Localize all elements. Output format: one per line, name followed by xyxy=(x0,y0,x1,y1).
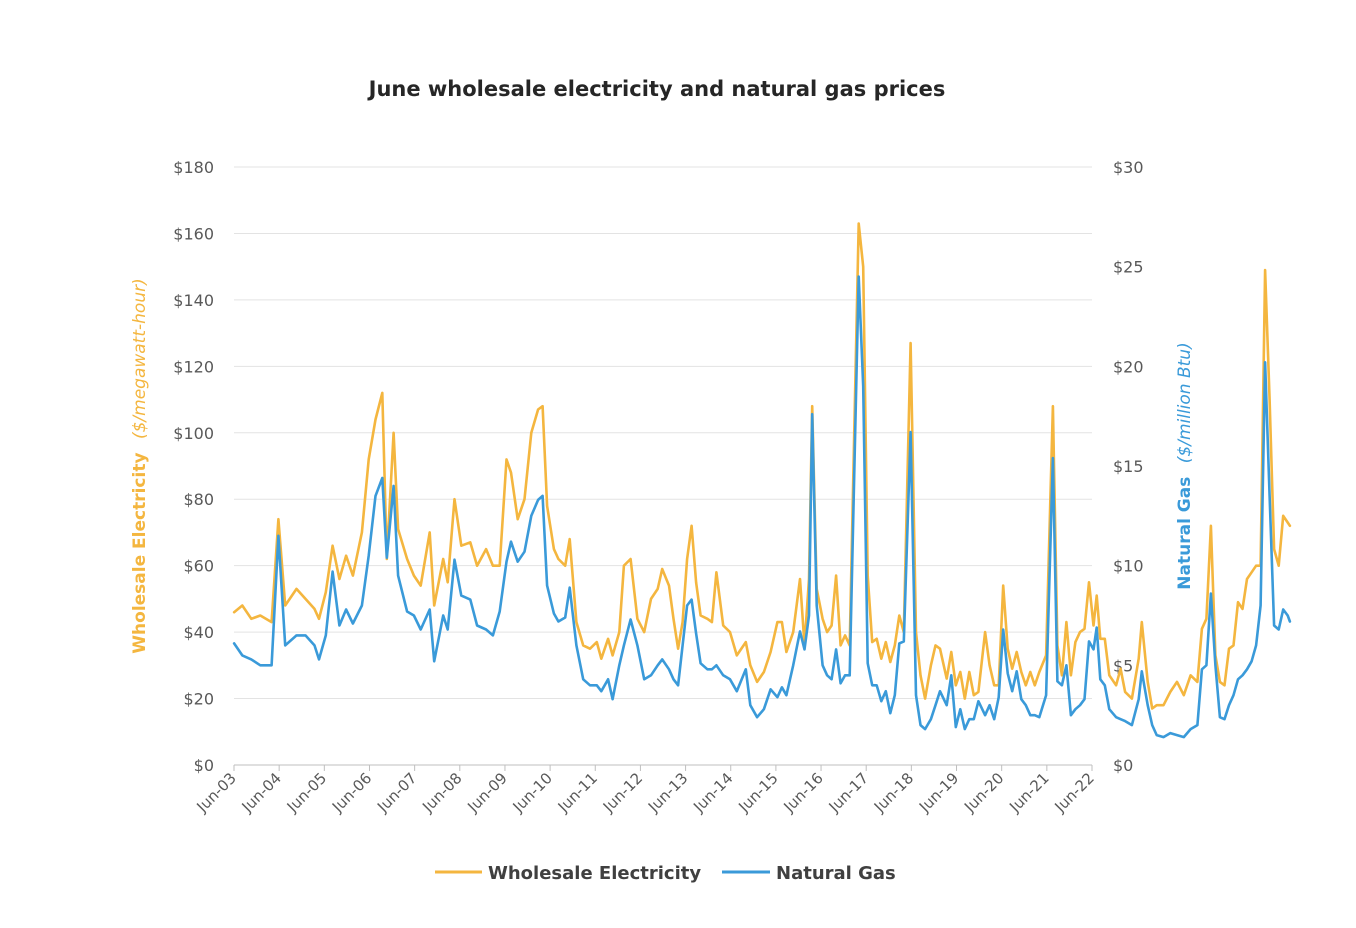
x-tick-label: Jun-16 xyxy=(780,769,827,816)
series-line-natural-gas xyxy=(232,275,1292,739)
left-y-tick-label: $100 xyxy=(173,424,214,443)
series-layer xyxy=(232,222,1292,739)
x-tick-label: Jun-11 xyxy=(554,769,601,816)
x-tick-label: Jun-04 xyxy=(238,769,285,816)
right-y-tick-label: $30 xyxy=(1113,158,1144,177)
x-tick-label: Jun-17 xyxy=(825,769,872,816)
x-tick-label: Jun-22 xyxy=(1050,769,1097,816)
right-axis-title-main: Natural Gas xyxy=(1175,477,1195,590)
right-y-tick-label: $15 xyxy=(1113,457,1144,476)
left-y-tick-label: $80 xyxy=(183,490,214,509)
right-y-tick-label: $5 xyxy=(1113,656,1133,675)
x-tick-label: Jun-14 xyxy=(689,769,736,816)
x-tick-label: Jun-18 xyxy=(870,769,917,816)
chart-title: June wholesale electricity and natural g… xyxy=(367,77,946,101)
legend-item-natural-gas: Natural Gas xyxy=(722,863,896,884)
left-y-tick-label: $140 xyxy=(173,291,214,310)
x-tick-label: Jun-07 xyxy=(373,769,420,816)
legend: Wholesale Electricity Natural Gas xyxy=(435,863,896,884)
legend-label-natural-gas: Natural Gas xyxy=(776,863,896,884)
x-tick-label: Jun-13 xyxy=(644,769,691,816)
left-y-tick-label: $20 xyxy=(183,690,214,709)
x-tick-label: Jun-05 xyxy=(283,769,330,816)
left-y-tick-label: $160 xyxy=(173,224,214,243)
left-axis-title: Wholesale Electricity ($/megawatt-hour) xyxy=(130,278,150,653)
right-y-tick-label: $0 xyxy=(1113,756,1133,775)
x-tick-label: Jun-19 xyxy=(915,769,962,816)
left-y-tick-label: $40 xyxy=(183,623,214,642)
x-tick-label: Jun-03 xyxy=(192,769,239,816)
x-tick-label: Jun-15 xyxy=(734,769,781,816)
right-y-tick-label: $10 xyxy=(1113,557,1144,576)
x-tick-label: Jun-12 xyxy=(599,769,646,816)
x-tick-label: Jun-06 xyxy=(328,769,375,816)
right-axis-title-unit: ($/million Btu) xyxy=(1175,342,1195,463)
gridlines xyxy=(234,166,1092,766)
right-axis-title: Natural Gas ($/million Btu) xyxy=(1175,342,1195,589)
x-axis-ticks: Jun-03Jun-04Jun-05Jun-06Jun-07Jun-08Jun-… xyxy=(192,765,1098,816)
legend-label-electricity: Wholesale Electricity xyxy=(488,863,701,884)
x-tick-label: Jun-20 xyxy=(960,769,1007,816)
legend-item-electricity: Wholesale Electricity xyxy=(435,863,701,884)
left-y-tick-label: $60 xyxy=(183,557,214,576)
left-axis-title-main: Wholesale Electricity xyxy=(130,452,150,653)
right-y-tick-label: $20 xyxy=(1113,357,1144,376)
x-tick-label: Jun-10 xyxy=(509,769,556,816)
left-y-tick-label: $0 xyxy=(194,756,214,775)
series-line-electricity xyxy=(232,222,1292,710)
x-tick-label: Jun-08 xyxy=(418,769,465,816)
right-y-tick-label: $25 xyxy=(1113,258,1144,277)
left-y-axis-ticks: $0 $20 $40 $60 $80 $100 $120 $140 $160 $180 xyxy=(173,158,214,775)
left-y-tick-label: $120 xyxy=(173,357,214,376)
x-tick-label: Jun-09 xyxy=(463,769,510,816)
x-tick-label: Jun-21 xyxy=(1005,769,1052,816)
left-axis-title-unit: ($/megawatt-hour) xyxy=(130,278,150,439)
left-y-tick-label: $180 xyxy=(173,158,214,177)
right-y-axis-ticks: $0 $5 $10 $15 $20 $25 $30 xyxy=(1113,158,1144,775)
